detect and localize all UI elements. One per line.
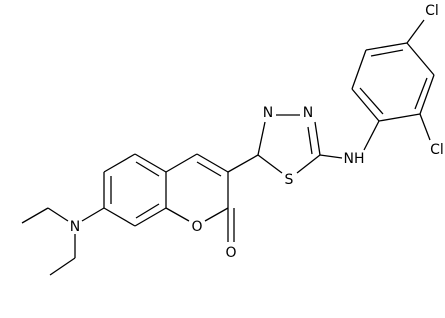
atom-label: Cl xyxy=(430,142,444,158)
atom-label: N xyxy=(303,105,313,121)
atom-label: N xyxy=(70,219,80,235)
atom-label: N xyxy=(263,105,273,121)
atom-label: Cl xyxy=(425,3,439,19)
atom-label: S xyxy=(285,172,294,188)
atom-label: O xyxy=(191,219,202,235)
atom-label: O xyxy=(225,245,236,261)
atom-label: NH xyxy=(344,151,365,167)
bonds xyxy=(21,19,435,276)
